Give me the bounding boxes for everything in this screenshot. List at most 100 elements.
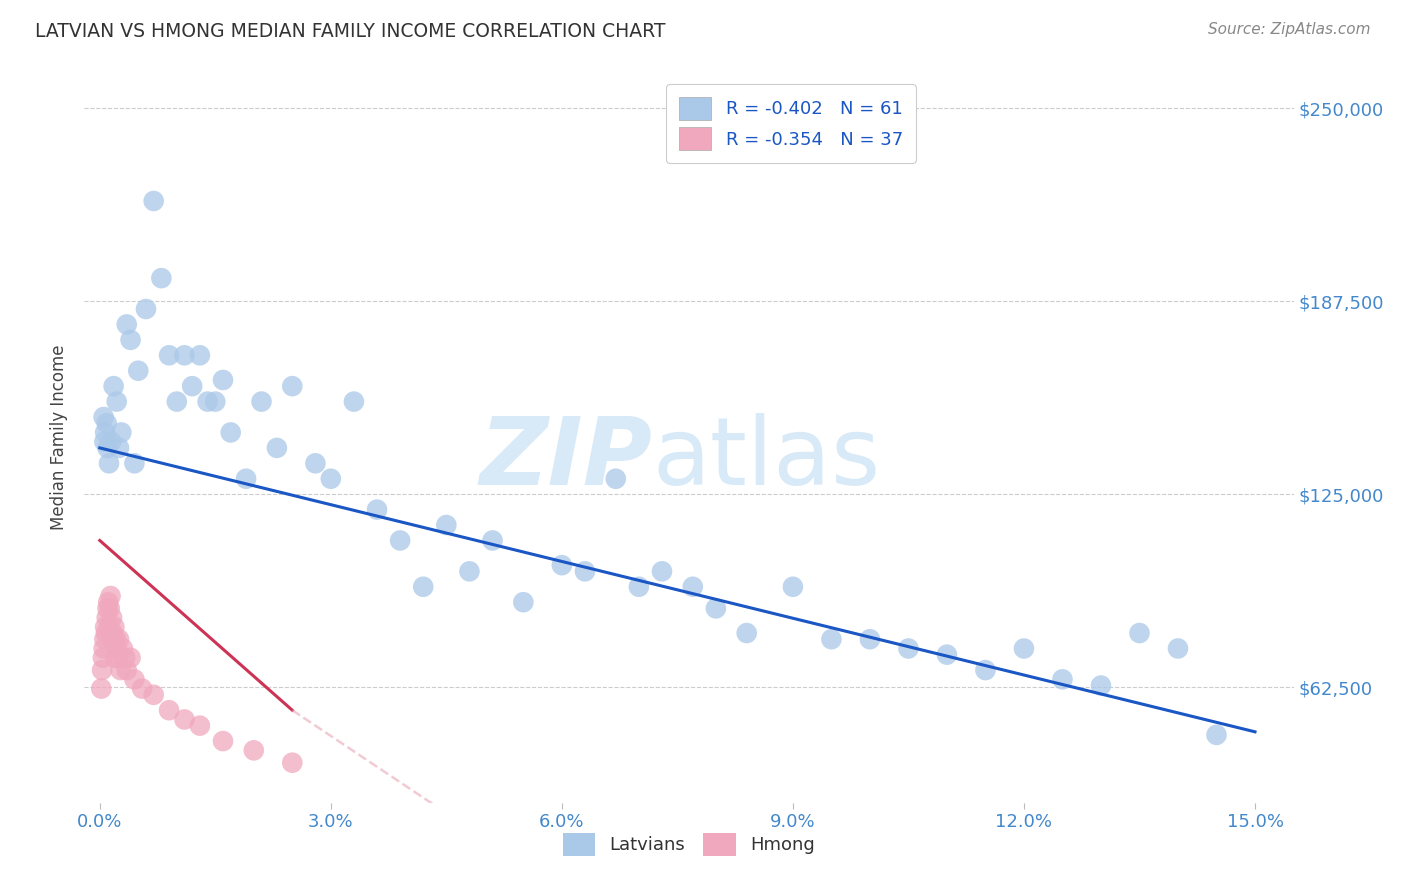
Point <box>115 663 138 677</box>
Point <box>551 558 574 573</box>
Point <box>704 601 727 615</box>
Point <box>389 533 412 548</box>
Point <box>188 348 211 362</box>
Point <box>458 565 481 579</box>
Point <box>150 271 173 285</box>
Point <box>250 394 273 409</box>
Point <box>1128 626 1150 640</box>
Point <box>735 626 758 640</box>
Point <box>1012 641 1035 656</box>
Point <box>304 456 326 470</box>
Point <box>104 632 127 647</box>
Point <box>97 595 120 609</box>
Point <box>124 456 146 470</box>
Point <box>127 364 149 378</box>
Point <box>235 472 257 486</box>
Point <box>114 650 136 665</box>
Point <box>319 472 342 486</box>
Point <box>897 641 920 656</box>
Point <box>1052 673 1074 687</box>
Point <box>281 756 304 770</box>
Point <box>110 663 132 677</box>
Point <box>105 394 128 409</box>
Point <box>219 425 242 440</box>
Point <box>91 663 114 677</box>
Point <box>173 713 195 727</box>
Point <box>104 650 127 665</box>
Point <box>100 434 122 449</box>
Point <box>197 394 219 409</box>
Point <box>94 425 117 440</box>
Point <box>120 650 142 665</box>
Point <box>108 632 131 647</box>
Point <box>1090 679 1112 693</box>
Point <box>166 394 188 409</box>
Point <box>94 626 117 640</box>
Point <box>120 333 142 347</box>
Point <box>605 472 627 486</box>
Point <box>131 681 153 696</box>
Point <box>188 719 211 733</box>
Point <box>974 663 997 677</box>
Point <box>108 441 131 455</box>
Point <box>366 502 388 516</box>
Point <box>107 650 129 665</box>
Point <box>627 580 650 594</box>
Point <box>512 595 534 609</box>
Point <box>820 632 842 647</box>
Point <box>96 441 118 455</box>
Point <box>96 610 118 624</box>
Point <box>434 518 457 533</box>
Text: LATVIAN VS HMONG MEDIAN FAMILY INCOME CORRELATION CHART: LATVIAN VS HMONG MEDIAN FAMILY INCOME CO… <box>35 22 665 41</box>
Point <box>181 379 204 393</box>
Text: Source: ZipAtlas.com: Source: ZipAtlas.com <box>1208 22 1371 37</box>
Point <box>157 703 180 717</box>
Point <box>212 373 235 387</box>
Point <box>682 580 704 594</box>
Point <box>574 565 596 579</box>
Point <box>782 580 804 594</box>
Point <box>94 620 117 634</box>
Point <box>101 626 124 640</box>
Point <box>98 601 121 615</box>
Point <box>343 394 366 409</box>
Point <box>101 610 124 624</box>
Point <box>111 641 134 656</box>
Point <box>243 743 266 757</box>
Legend: Latvians, Hmong: Latvians, Hmong <box>553 822 825 867</box>
Point <box>103 379 125 393</box>
Point <box>105 641 128 656</box>
Point <box>1205 728 1227 742</box>
Text: atlas: atlas <box>652 413 882 505</box>
Point <box>96 416 118 430</box>
Y-axis label: Median Family Income: Median Family Income <box>51 344 69 530</box>
Point <box>91 650 114 665</box>
Point <box>157 348 180 362</box>
Point <box>142 688 165 702</box>
Point <box>98 456 121 470</box>
Point <box>204 394 226 409</box>
Point <box>124 673 146 687</box>
Point <box>98 620 121 634</box>
Point <box>281 379 304 393</box>
Point <box>93 410 115 425</box>
Point <box>412 580 434 594</box>
Point <box>110 425 132 440</box>
Point <box>173 348 195 362</box>
Point <box>90 681 112 696</box>
Text: ZIP: ZIP <box>479 413 652 505</box>
Point <box>93 632 115 647</box>
Point <box>93 641 115 656</box>
Point <box>859 632 882 647</box>
Point <box>103 620 125 634</box>
Point <box>266 441 288 455</box>
Point <box>481 533 503 548</box>
Point <box>100 632 122 647</box>
Point <box>936 648 959 662</box>
Point <box>212 734 235 748</box>
Point <box>135 301 157 316</box>
Point <box>142 194 165 208</box>
Point <box>651 565 673 579</box>
Point <box>1167 641 1189 656</box>
Point <box>96 601 118 615</box>
